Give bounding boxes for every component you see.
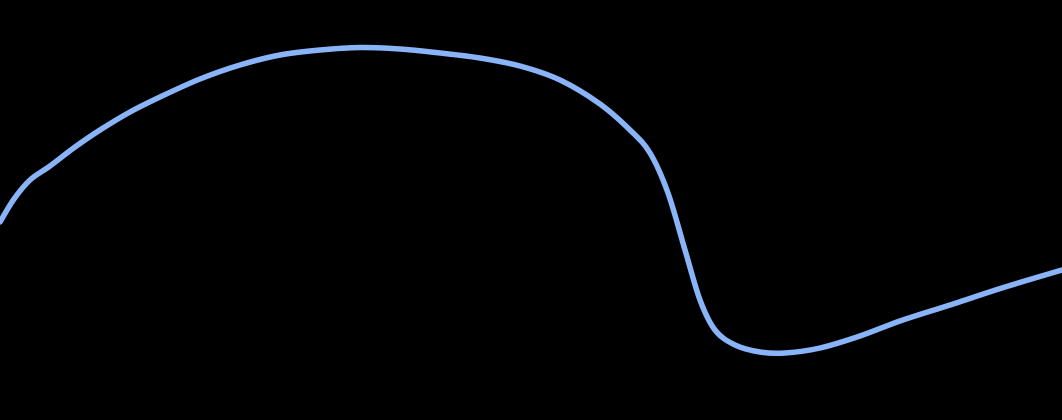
curve-line (0, 44, 1062, 357)
